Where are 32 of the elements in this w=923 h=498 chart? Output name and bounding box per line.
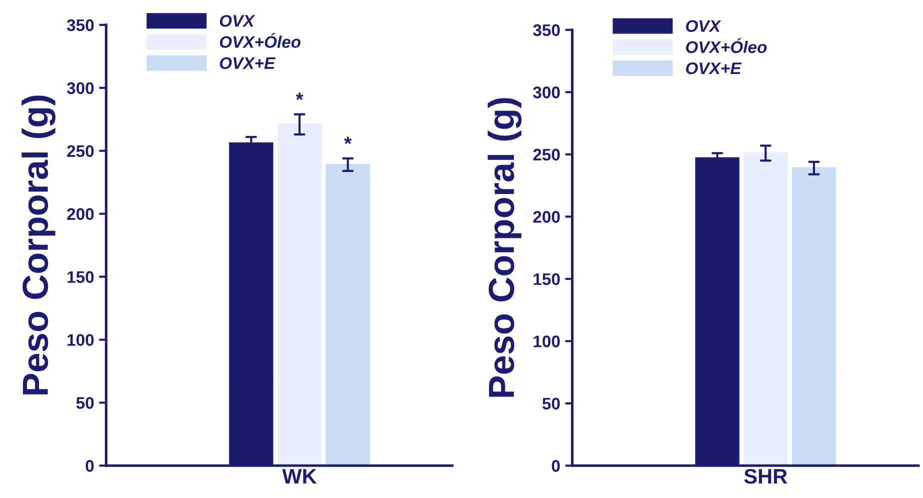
y-tick-label: 150 [68, 271, 94, 283]
y-tick-label: 100 [534, 336, 560, 348]
bar [326, 164, 370, 466]
y-tick-label: 0 [86, 460, 94, 472]
annotation: * [296, 92, 304, 100]
bar [277, 124, 322, 466]
y-tick-label: 150 [534, 273, 560, 286]
y-tick-label: 50 [76, 397, 94, 409]
y-tick-label: 300 [66, 82, 94, 94]
y-tick-label: 0 [552, 460, 560, 472]
y-tick-label: 200 [67, 208, 94, 220]
bar [792, 167, 836, 466]
y-tick-label: 350 [533, 24, 560, 36]
legend-label: OVX [220, 14, 256, 27]
annotation: * [344, 136, 352, 144]
x-tick-label: SHR [744, 468, 788, 484]
y-axis-title: Peso Corporal (g) [488, 98, 522, 397]
y-tick-label: 200 [533, 211, 560, 223]
legend-label: OVX+Óleo [686, 38, 767, 54]
y-tick-label: 350 [66, 19, 94, 32]
y-tick-label: 50 [542, 398, 560, 410]
y-tick-label: 250 [67, 145, 94, 158]
legend-label: OVX+E [686, 62, 742, 74]
x-tick-label: WK [282, 469, 317, 484]
y-tick-label: 300 [533, 86, 560, 98]
legend-label: OVX+E [220, 57, 276, 70]
legend-label: OVX+Óleo [220, 33, 301, 48]
bar [744, 152, 788, 466]
y-tick-label: 250 [533, 148, 560, 161]
y-tick-label: 100 [68, 334, 94, 346]
y-axis-title: Peso Corporal (g) [22, 96, 56, 394]
legend-label: OVX [686, 20, 722, 32]
